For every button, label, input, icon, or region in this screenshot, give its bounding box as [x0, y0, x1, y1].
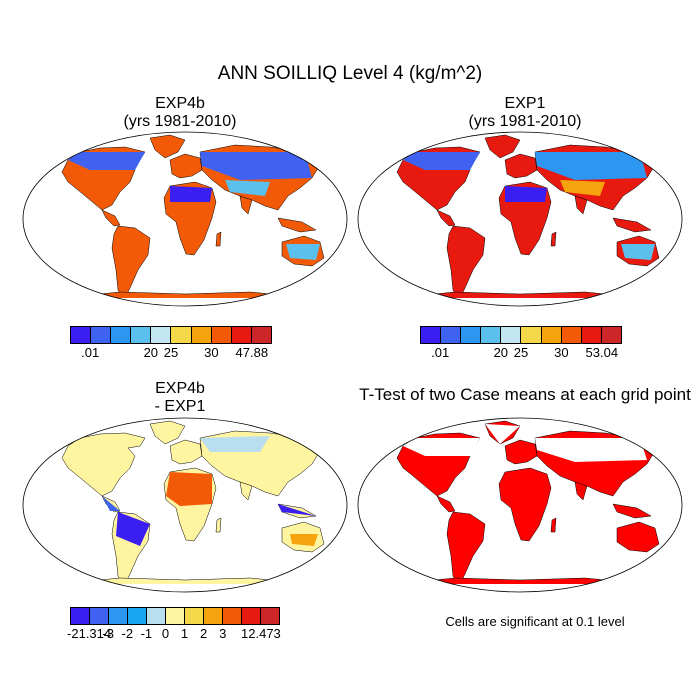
- colorbar-tick-label: -1: [140, 626, 153, 641]
- map-exp1: [357, 131, 683, 307]
- panel1-title-line1: EXP4b: [155, 95, 205, 112]
- colorbar-tick-label: 53.04: [585, 345, 619, 360]
- colorbar-swatch: [131, 327, 152, 343]
- colorbar-exp4b: [70, 326, 272, 344]
- colorbar-swatch: [421, 327, 442, 343]
- panel2-title-line1: EXP1: [504, 95, 546, 112]
- colorbar-swatch: [261, 608, 279, 624]
- colorbar-swatch: [501, 327, 522, 343]
- colorbar-swatch: [191, 327, 212, 343]
- panel2-title: EXP1 (yrs 1981-2010): [385, 95, 665, 131]
- colorbar-swatch: [521, 327, 542, 343]
- figure-title: ANN SOILLIQ Level 4 (kg/m^2): [217, 63, 483, 84]
- colorbar-tick-label: -21.314: [67, 626, 112, 641]
- colorbar-swatch: [71, 327, 92, 343]
- colorbar-swatch: [541, 327, 562, 343]
- colorbar-swatch: [581, 327, 602, 343]
- colorbar-swatch: [223, 608, 242, 624]
- panel1-title-line2: (yrs 1981-2010): [123, 113, 237, 130]
- colorbar-swatch: [251, 327, 271, 343]
- colorbar-swatch: [71, 608, 90, 624]
- colorbar-swatch: [109, 608, 128, 624]
- colorbar-tick-label: 0: [161, 626, 170, 641]
- significance-note: Cells are significant at 0.1 level: [445, 614, 625, 629]
- colorbar-swatch: [128, 608, 147, 624]
- colorbar-swatch: [166, 608, 185, 624]
- colorbar-swatch: [171, 327, 192, 343]
- colorbar-tick-label: 30: [554, 345, 569, 360]
- colorbar-swatch: [91, 327, 112, 343]
- colorbar-tick-label: 3: [219, 626, 227, 641]
- map-exp4b: [22, 131, 348, 307]
- colorbar-tick-label: -3: [102, 626, 114, 641]
- colorbar-swatch: [481, 327, 502, 343]
- colorbar-difference: [70, 607, 280, 625]
- map-difference: [22, 417, 348, 593]
- colorbar-swatch: [111, 327, 132, 343]
- panel3-title: EXP4b - EXP1: [40, 380, 320, 416]
- colorbar-tick-label: 2: [200, 626, 208, 641]
- colorbar-swatch: [211, 327, 232, 343]
- colorbar-swatch: [561, 327, 582, 343]
- colorbar-tick-label: 20: [143, 345, 159, 360]
- colorbar-swatch: [90, 608, 109, 624]
- colorbar-tick-label: 20: [493, 345, 509, 360]
- colorbar-tick-label: 12.473: [241, 626, 281, 641]
- colorbar-swatch: [231, 327, 252, 343]
- panel3-title-line1: EXP4b: [155, 380, 205, 397]
- colorbar-tick-label: .01: [431, 345, 450, 360]
- colorbar-swatch: [204, 608, 223, 624]
- panel4-title: T-Test of two Case means at each grid po…: [359, 385, 691, 404]
- colorbar-swatch: [441, 327, 462, 343]
- colorbar-exp1: [420, 326, 622, 344]
- colorbar-tick-label: 1: [180, 626, 189, 641]
- colorbar-tick-label: 25: [163, 345, 179, 360]
- colorbar-tick-label: .01: [81, 345, 100, 360]
- colorbar-tick-label: 30: [204, 345, 219, 360]
- colorbar-swatch: [601, 327, 621, 343]
- panel1-title: EXP4b (yrs 1981-2010): [40, 95, 320, 131]
- colorbar-swatch: [147, 608, 166, 624]
- colorbar-swatch: [151, 327, 172, 343]
- colorbar-swatch: [185, 608, 204, 624]
- colorbar-swatch: [461, 327, 482, 343]
- panel3-title-line2: - EXP1: [154, 398, 206, 415]
- colorbar-tick-label: 25: [513, 345, 529, 360]
- panel2-title-line2: (yrs 1981-2010): [468, 113, 582, 130]
- colorbar-tick-label: 47.88: [235, 345, 269, 360]
- map-ttest: [357, 417, 683, 593]
- colorbar-tick-label: -2: [121, 626, 134, 641]
- colorbar-swatch: [242, 608, 261, 624]
